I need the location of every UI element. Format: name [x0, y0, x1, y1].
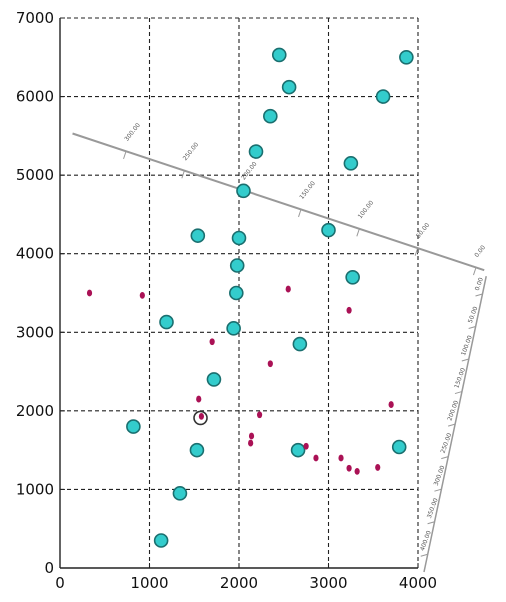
data-point-magenta [346, 464, 352, 472]
y-tick-label: 6000 [16, 88, 54, 106]
data-point-cyan [229, 285, 244, 301]
x-tick-label: 0 [55, 574, 65, 592]
data-point-magenta [267, 360, 273, 368]
diagonal-axis-line [72, 132, 485, 272]
data-point-cyan [229, 258, 245, 273]
data-point-cyan [172, 486, 188, 501]
secondary-axis-tick [461, 358, 469, 362]
diagonal-axis-tick [414, 247, 419, 256]
y-tick-label: 1000 [16, 480, 54, 498]
data-point-cyan [263, 108, 278, 124]
secondary-axis-tick [420, 553, 428, 557]
data-point-magenta [285, 285, 291, 293]
y-tick-label: 7000 [16, 9, 54, 27]
data-point-magenta [139, 291, 145, 299]
data-point-magenta [198, 412, 205, 420]
data-point-magenta [375, 464, 381, 471]
data-point-magenta [86, 289, 93, 297]
data-point-cyan [206, 372, 222, 387]
data-point-cyan [248, 144, 264, 159]
data-point-hollow [193, 410, 208, 426]
secondary-axis-tick [475, 293, 483, 297]
data-points [86, 47, 414, 548]
data-point-magenta [354, 467, 360, 475]
data-point-cyan [126, 419, 141, 434]
data-point-cyan [271, 47, 287, 63]
data-point-cyan [281, 79, 297, 95]
data-point-cyan [189, 442, 205, 458]
data-point-magenta [388, 401, 394, 408]
x-tick-label: 2000 [220, 574, 258, 592]
y-tick-label: 5000 [16, 166, 54, 184]
data-point-cyan [292, 336, 308, 352]
data-point-cyan [399, 49, 414, 65]
data-point-magenta [338, 454, 344, 462]
y-tick-label: 4000 [16, 245, 54, 263]
secondary-axis-tick [447, 423, 456, 427]
tick-labels: 0 1000 2000 3000 4000 0 1000 2000 3000 4000 5000 60… [16, 9, 437, 592]
y-tick-label: 3000 [16, 323, 54, 341]
data-point-magenta [248, 439, 254, 447]
secondary-axis-tick [454, 391, 463, 395]
diagonal-axis-tick [473, 267, 477, 276]
data-point-magenta [209, 338, 215, 346]
data-point-cyan [153, 533, 169, 548]
y-tick-label: 2000 [16, 402, 54, 420]
auxiliary-axes: 300.00250.00200.00150.00100.0050.000.004… [72, 122, 487, 573]
diagonal-axis-tick [356, 228, 360, 237]
secondary-axis-tick [468, 326, 476, 329]
x-tick-label: 3000 [309, 574, 347, 592]
diagonal-axis-tick [123, 151, 127, 160]
diagonal-axis-tick [181, 170, 185, 179]
x-tick-label: 4000 [399, 574, 437, 592]
secondary-axis-tick [434, 488, 442, 492]
x-tick-label: 1000 [130, 574, 168, 592]
data-point-cyan [345, 269, 360, 285]
data-point-cyan [231, 230, 247, 246]
data-point-magenta [303, 442, 309, 450]
secondary-axis-tick-label: 0.00 [474, 277, 485, 292]
y-tick-label: 0 [44, 559, 54, 577]
data-point-cyan [343, 156, 359, 171]
data-point-magenta [346, 306, 352, 314]
data-point-magenta [196, 395, 202, 403]
data-point-cyan [391, 439, 407, 455]
diagonal-axis-tick [298, 209, 302, 218]
data-point-cyan [159, 314, 174, 330]
data-point-cyan [375, 89, 391, 104]
data-point-magenta [256, 411, 263, 419]
data-point-cyan [321, 222, 336, 238]
data-point-cyan [290, 442, 306, 458]
data-point-cyan [190, 228, 206, 243]
data-point-magenta [248, 432, 255, 440]
data-point-cyan [236, 183, 251, 199]
data-point-magenta [313, 454, 319, 462]
secondary-axis-tick [427, 521, 435, 525]
data-point-cyan [226, 321, 241, 336]
secondary-axis-tick [441, 456, 449, 460]
